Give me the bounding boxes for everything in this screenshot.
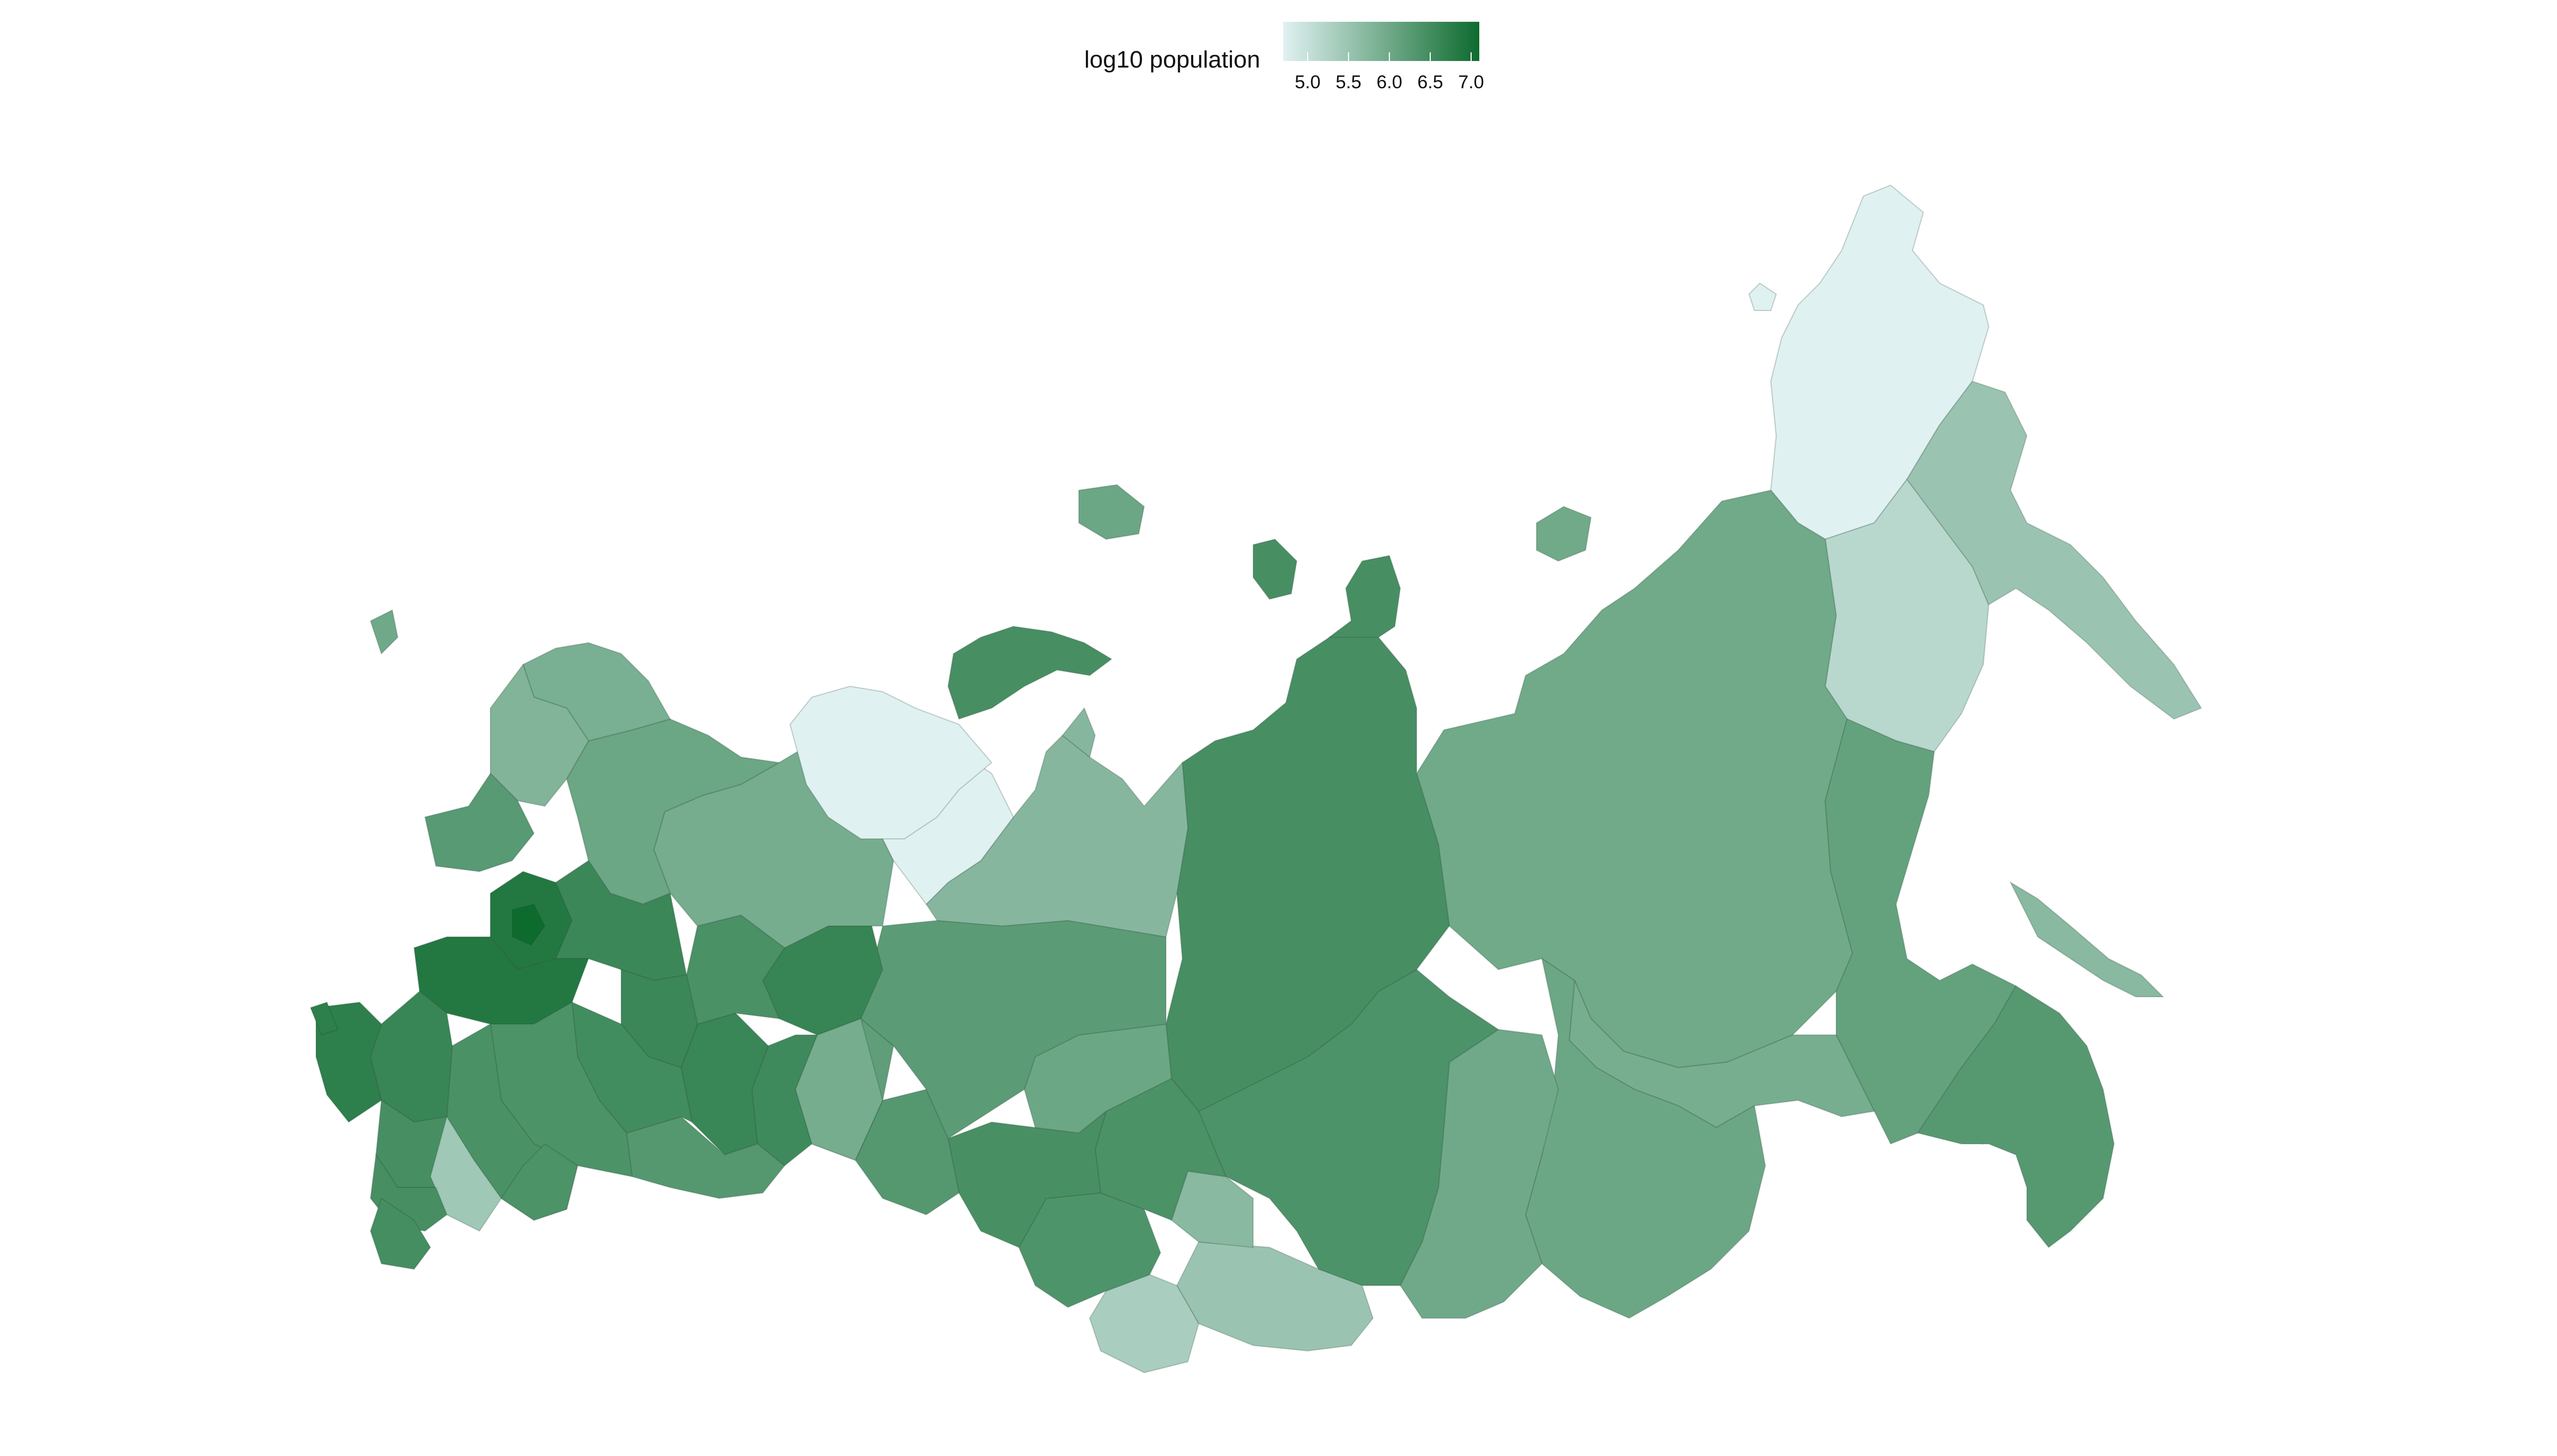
- region-novaya-zemlya-north: [947, 625, 1113, 720]
- region-tuva: [1176, 1241, 1374, 1352]
- region-astrakhan: [500, 1143, 579, 1221]
- region-tatarstan: [621, 968, 699, 1069]
- region-new-siberian-islands: [1536, 505, 1592, 562]
- region-kaliningrad-kubl: [309, 1001, 339, 1036]
- legend-gradient-rect: [1283, 22, 1479, 61]
- region-kurgan: [794, 1018, 884, 1161]
- legend: log10 population 5.0 5.5 6.0 6.5 7.0: [1084, 22, 1520, 103]
- region-taymyr-north: [1328, 555, 1401, 638]
- region-leningrad: [424, 772, 535, 873]
- region-primorye: [1917, 985, 2115, 1248]
- legend-tick-label: 6.0: [1376, 72, 1402, 93]
- region-sakhalin: [2009, 881, 2165, 997]
- region-yamalo-nenets: [925, 734, 1189, 938]
- legend-tick-label: 5.0: [1295, 72, 1321, 93]
- legend-tick-label: 5.5: [1335, 72, 1362, 93]
- region-kaliningrad: [369, 609, 399, 655]
- legend-tick-label: 7.0: [1458, 72, 1484, 93]
- region-severnaya-zemlya: [1253, 538, 1298, 600]
- region-novaya-zemlya: [789, 685, 993, 839]
- legend-tick-marks: [1307, 52, 1472, 61]
- region-tomsk: [1023, 1023, 1173, 1134]
- region-dagestan: [369, 1197, 432, 1270]
- region-omsk: [854, 1088, 960, 1216]
- region-altai-republic: [1089, 1274, 1200, 1374]
- regions-layer: [309, 184, 2202, 1374]
- region-yamal-peninsula: [1061, 707, 1096, 758]
- region-moscow-city: [512, 903, 546, 946]
- region-sakha-yakutia: [1416, 489, 1854, 1069]
- region-kalmykia: [429, 1115, 502, 1232]
- region-kamchatka: [1906, 380, 2202, 720]
- region-franz-josef: [1078, 484, 1145, 540]
- legend-title: log10 population: [1084, 46, 1260, 73]
- region-wrangel: [1748, 282, 1777, 311]
- legend-colorbar: [1283, 22, 1479, 61]
- region-arkhangelsk: [566, 718, 781, 905]
- region-orenburg: [625, 1116, 786, 1199]
- legend-tick-label: 6.5: [1417, 72, 1443, 93]
- region-novosibirsk: [947, 1110, 1107, 1248]
